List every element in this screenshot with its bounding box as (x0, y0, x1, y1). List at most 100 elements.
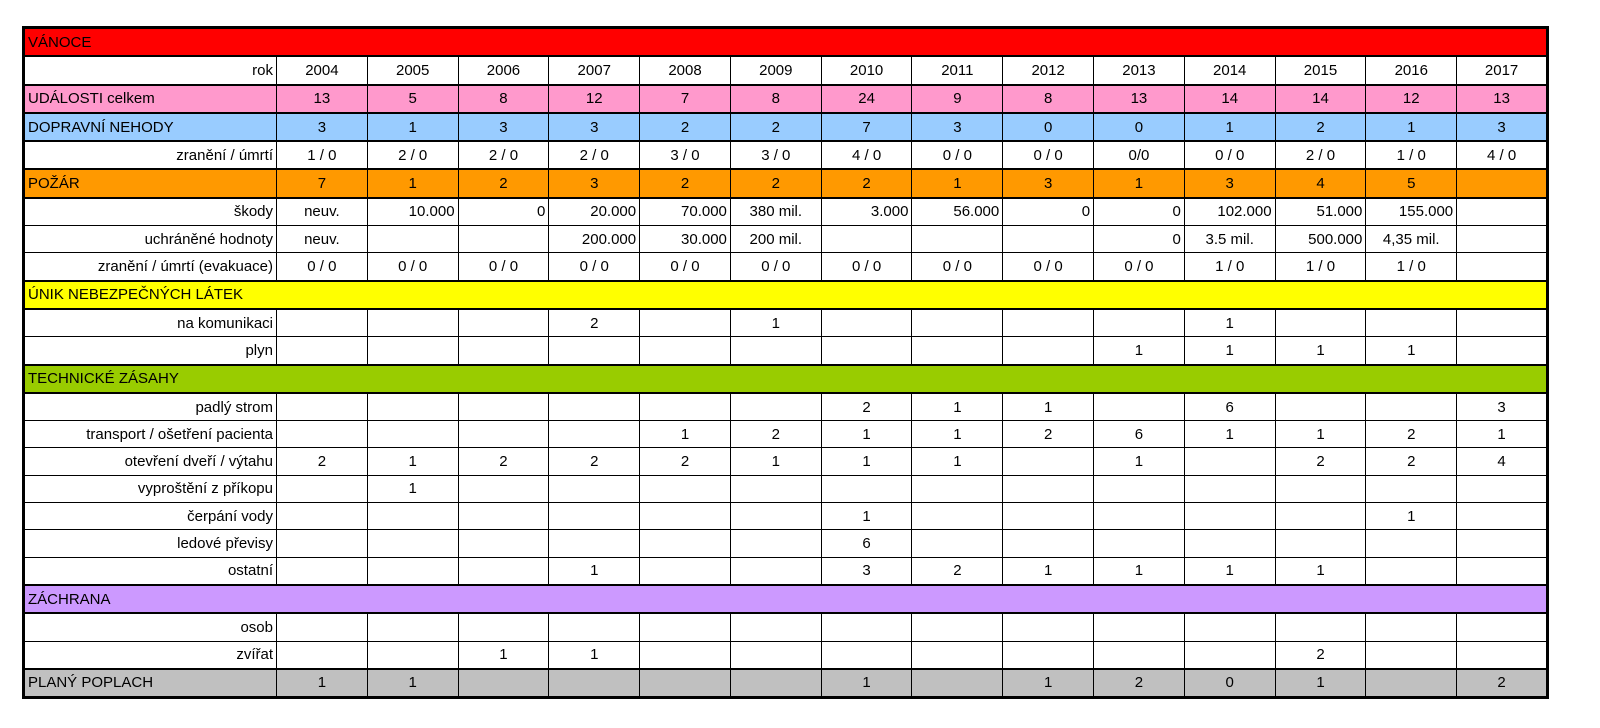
cell (457, 502, 550, 531)
cell: 1 (1183, 420, 1276, 449)
cell: 2 (729, 420, 822, 449)
cell: 1 (1093, 336, 1185, 366)
cell: 2 (639, 112, 731, 143)
row-label: POŽÁR (23, 168, 277, 199)
cell (639, 556, 731, 586)
cell: 0 / 0 (276, 252, 368, 282)
row-cerpani-vody: čerpání vody 1 1 (23, 502, 1548, 531)
cell (911, 668, 1004, 699)
cell: 3 (820, 556, 913, 586)
row-label: zranění / úmrtí (evakuace) (23, 252, 277, 282)
cell: 1 (366, 668, 459, 699)
cell: 1 (820, 447, 913, 476)
cell: 2011 (911, 55, 1004, 86)
cell: 9 (911, 84, 1004, 114)
cell (639, 502, 731, 531)
cell: 2 (1002, 420, 1095, 449)
cell: 1 (366, 112, 459, 143)
cell: 1 (1093, 168, 1185, 199)
row-label: otevření dveří / výtahu (23, 447, 277, 476)
cell (366, 420, 459, 449)
cell: 14 (1183, 84, 1276, 114)
cell: 0 (1093, 112, 1185, 143)
cell (639, 612, 731, 642)
row-label: zvířat (23, 640, 277, 670)
cell (729, 336, 822, 366)
cell: 1 (911, 392, 1004, 422)
cell: 2005 (366, 55, 459, 86)
cell: 1 (1274, 336, 1367, 366)
cell (457, 336, 550, 366)
row-skody: škody neuv. 10.000 0 20.000 70.000 380 mil. 3.0… (23, 197, 1548, 227)
cell: 13 (1093, 84, 1185, 114)
cell (820, 612, 913, 642)
cell: 1 / 0 (1365, 252, 1458, 282)
cell (366, 225, 459, 254)
cell (276, 420, 368, 449)
row-otevreni-dveri-vytahu: otevření dveří / výtahu 2 1 2 2 2 1 1 1 1 2 2 4 (23, 447, 1548, 476)
cell: 0 (1093, 197, 1185, 227)
cell (366, 612, 459, 642)
cell: 0 / 0 (1183, 140, 1276, 171)
cell (1183, 640, 1276, 670)
cell: 1 (820, 420, 913, 449)
cell: 1 (1274, 556, 1367, 586)
cell (1456, 474, 1548, 504)
cell (457, 392, 550, 422)
cell: 13 (276, 84, 368, 114)
cell: 1 (1274, 668, 1367, 699)
cell: 500.000 (1274, 225, 1367, 254)
cell: 8 (1002, 84, 1095, 114)
cell (1093, 308, 1185, 338)
row-label: na komunikaci (23, 308, 277, 338)
row-label: PLANÝ POPLACH (23, 668, 277, 699)
cell (1456, 556, 1548, 586)
cell: neuv. (276, 197, 368, 227)
row-label: ledové převisy (23, 529, 277, 558)
cell: 1 (1456, 420, 1548, 449)
cell: 2 (729, 168, 822, 199)
row-label: vyproštění z příkopu (23, 474, 277, 504)
cell: 6 (1093, 420, 1185, 449)
cell (1274, 474, 1367, 504)
cell (1365, 308, 1458, 338)
cell: 1 (1002, 392, 1095, 422)
cell (1456, 252, 1548, 282)
cell: 14 (1274, 84, 1367, 114)
row-label: transport / ošetření pacienta (23, 420, 277, 449)
cell (1456, 612, 1548, 642)
cell (1093, 612, 1185, 642)
cell (820, 474, 913, 504)
cell: 1 (911, 447, 1004, 476)
cell (276, 529, 368, 558)
cell (729, 640, 822, 670)
cell (911, 336, 1004, 366)
cell: 1 (1093, 556, 1185, 586)
cell: 0 (1002, 112, 1095, 143)
cell (276, 502, 368, 531)
cell (1365, 474, 1458, 504)
cell: 2 (1365, 447, 1458, 476)
cell (911, 502, 1004, 531)
cell: 56.000 (911, 197, 1004, 227)
cell: 70.000 (639, 197, 731, 227)
cell: 1 (1183, 556, 1276, 586)
cell (729, 612, 822, 642)
cell (1093, 529, 1185, 558)
row-osob: osob (23, 612, 1548, 642)
row-label: zranění / úmrtí (23, 140, 277, 171)
table-title: VÁNOCE (23, 27, 1548, 58)
cell: 3 (1456, 112, 1548, 143)
cell: 12 (1365, 84, 1458, 114)
cell: 1 (729, 447, 822, 476)
cell: 7 (639, 84, 731, 114)
cell (1002, 225, 1095, 254)
cell: 1 (457, 640, 550, 670)
cell (1093, 640, 1185, 670)
row-ostatni: ostatní 1 3 2 1 1 1 1 (23, 556, 1548, 586)
cell: 1 / 0 (1365, 140, 1458, 171)
cell: 1 (1002, 668, 1095, 699)
cell: 1 (820, 502, 913, 531)
cell: 12 (548, 84, 641, 114)
cell: 0 / 0 (639, 252, 731, 282)
